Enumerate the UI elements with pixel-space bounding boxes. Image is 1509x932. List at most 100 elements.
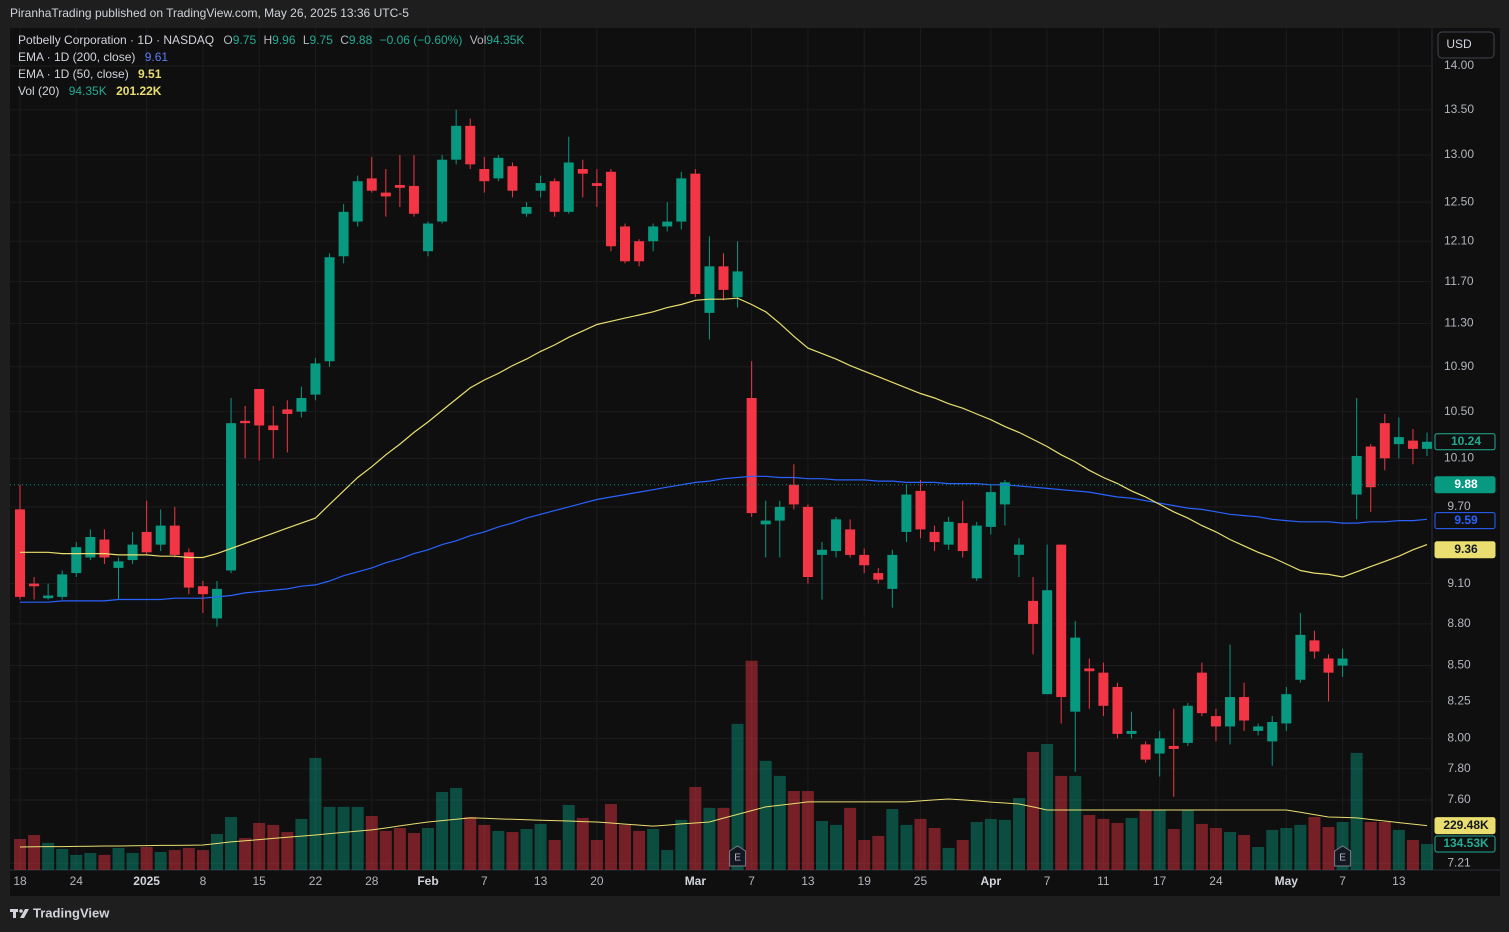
candle-body	[465, 125, 476, 165]
volume-bar	[253, 822, 266, 870]
candle-body	[591, 183, 602, 186]
candle-body	[831, 519, 842, 552]
volume-bar	[1097, 818, 1110, 870]
volume-bar	[1195, 823, 1208, 870]
axis-tag-label: 229.48K	[1443, 818, 1489, 832]
volume-bar	[309, 757, 322, 870]
volume-bar	[815, 821, 828, 870]
candle-body	[394, 184, 405, 188]
volume-bar	[1364, 821, 1377, 870]
y-tick-label: 9.70	[1447, 499, 1471, 513]
candle-body	[746, 398, 757, 514]
x-tick-label: 24	[70, 874, 84, 888]
x-tick-label: 17	[1153, 874, 1167, 888]
y-tick-label: 8.80	[1447, 616, 1471, 630]
volume-bar	[604, 803, 617, 870]
volume-bar	[914, 818, 927, 870]
currency-button[interactable]	[1437, 31, 1495, 59]
currency-label[interactable]: USD	[1446, 37, 1472, 51]
y-tick-label: 14.00	[1444, 58, 1474, 72]
candle-body	[352, 181, 363, 222]
volume-bar	[168, 850, 181, 870]
volume-bar	[745, 660, 758, 870]
published-note: PiranhaTrading published on TradingView.…	[10, 6, 409, 20]
volume-bar	[98, 854, 111, 870]
indicator-value: 9.61	[145, 50, 169, 64]
volume-bar	[689, 786, 702, 870]
candle-body	[1168, 745, 1179, 749]
x-tick-label: 13	[534, 874, 548, 888]
candle-body	[1393, 437, 1404, 445]
ohlc-value: 9.75	[310, 33, 334, 47]
candle-body	[310, 363, 321, 395]
volume-bar	[759, 760, 772, 870]
volume-bar	[520, 828, 533, 870]
volume-bar	[844, 807, 857, 870]
volume-bar	[576, 817, 589, 870]
candle-body	[999, 482, 1010, 505]
volume-bar	[1392, 829, 1405, 870]
volume-bar	[1181, 809, 1194, 870]
volume-bar	[140, 846, 153, 870]
symbol-title: Potbelly Corporation · 1D · NASDAQ	[18, 33, 214, 47]
candle-body	[929, 531, 940, 543]
y-tick-label: 11.30	[1444, 316, 1473, 330]
x-tick-label: Feb	[417, 874, 438, 888]
volume-bar	[281, 832, 294, 870]
earnings-marker	[1334, 845, 1352, 867]
candle-body	[1098, 672, 1109, 706]
volume-bar	[393, 827, 406, 870]
volume-bar	[675, 819, 688, 870]
indicator-name: Vol (20)	[18, 84, 59, 98]
legend-ema200: EMA · 1D (200, close) 9.61	[18, 50, 168, 64]
volume-bar	[14, 839, 26, 870]
volume-bar	[1224, 832, 1237, 870]
candle-body	[226, 423, 237, 571]
candle-body	[845, 529, 856, 555]
y-tick-label: 12.10	[1444, 233, 1474, 247]
candle-body	[240, 420, 251, 424]
volume-bar	[970, 821, 983, 870]
candle-body	[1407, 440, 1418, 449]
volume-bar	[1350, 752, 1363, 870]
candle-body	[901, 494, 912, 532]
x-tick-label: 19	[858, 874, 872, 888]
candle-body	[1422, 441, 1432, 449]
volume-bar	[562, 804, 575, 870]
volume-bar	[506, 832, 519, 870]
candle-body	[985, 492, 996, 527]
volume-bar	[787, 791, 800, 870]
candle-body	[563, 162, 574, 212]
y-tick-label: 7.80	[1447, 761, 1471, 775]
candle-body	[774, 506, 785, 521]
x-tick-label: 15	[253, 874, 267, 888]
candle-body	[1056, 544, 1067, 698]
candle-body	[479, 168, 490, 182]
candle-body	[113, 561, 124, 568]
candle-body	[423, 223, 434, 252]
candle-body	[535, 183, 546, 191]
y-tick-label: 8.25	[1447, 694, 1471, 708]
volume-bar	[1308, 816, 1321, 870]
indicator-name: EMA · 1D (200, close)	[18, 50, 135, 64]
volume-bar	[182, 847, 195, 870]
volume-bar	[365, 815, 378, 870]
volume-bar	[56, 848, 69, 870]
candle-body	[662, 221, 673, 227]
axis-tag-label: 134.53K	[1443, 836, 1489, 850]
x-tick-label: 18	[13, 874, 27, 888]
volume-bar	[534, 823, 547, 870]
y-tick-label: 10.10	[1444, 451, 1474, 465]
y-tick-label: 10.90	[1444, 359, 1474, 373]
volume-bar	[633, 830, 646, 870]
y-tick-label: 13.00	[1444, 147, 1474, 161]
x-tick-label: 2025	[133, 874, 160, 888]
volume-bar	[1421, 843, 1433, 870]
x-tick-label: 20	[590, 874, 604, 888]
candle-body	[957, 523, 968, 552]
volume-bar	[1153, 809, 1166, 870]
volume-bar	[1238, 834, 1251, 870]
candle-body	[1351, 455, 1362, 495]
